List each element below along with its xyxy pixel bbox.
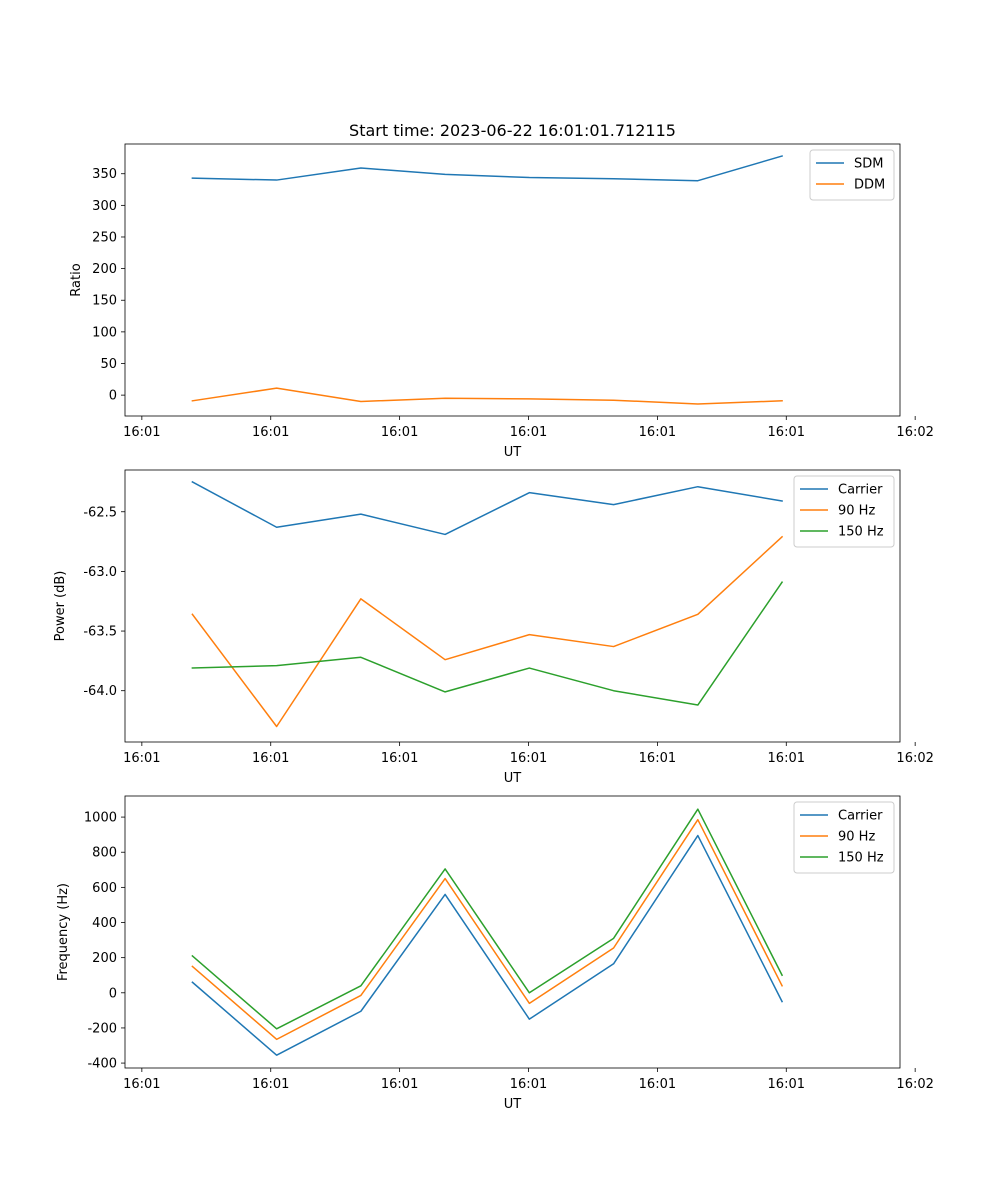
y-tick-label: 200 xyxy=(92,951,117,966)
legend-label-ddm: DDM xyxy=(854,178,885,193)
x-tick-label: 16:01 xyxy=(768,425,805,440)
x-tick-label: 16:01 xyxy=(381,1077,418,1092)
x-tick-label: 16:02 xyxy=(896,751,933,766)
legend: Carrier 90 Hz 150 Hz xyxy=(793,475,895,548)
legend: Carrier 90 Hz 150 Hz xyxy=(793,801,895,874)
x-axis-ticks: 16:01 16:01 16:01 16:01 16:01 16:01 16:02 xyxy=(123,416,934,440)
series-line-carrier xyxy=(191,834,784,1056)
y-axis-label: Power (dB) xyxy=(53,571,68,642)
series-group xyxy=(191,480,784,728)
y-tick-label: 100 xyxy=(92,325,117,340)
y-axis-ticks: 0 50 100 150 200 250 300 350 xyxy=(92,167,125,404)
legend-label-carrier: Carrier xyxy=(838,809,883,824)
x-tick-label: 16:01 xyxy=(768,751,805,766)
x-tick-label: 16:02 xyxy=(896,425,933,440)
legend-label-carrier: Carrier xyxy=(838,483,883,498)
legend-label-90-hz: 90 Hz xyxy=(838,504,875,519)
y-axis-ticks: -64.0 -63.5 -63.0 -62.5 xyxy=(83,505,125,699)
y-axis-ticks: -400 -200 0 200 400 600 800 1000 xyxy=(84,811,125,1072)
y-tick-label: 0 xyxy=(109,986,117,1001)
y-tick-label: 50 xyxy=(100,357,117,372)
x-axis-label: UT xyxy=(504,445,522,460)
x-axis-ticks: 16:01 16:01 16:01 16:01 16:01 16:01 16:02 xyxy=(123,1068,934,1092)
x-tick-label: 16:01 xyxy=(123,1077,160,1092)
legend-label-sdm: SDM xyxy=(854,157,883,172)
y-tick-label: -400 xyxy=(87,1057,117,1072)
series-group xyxy=(191,808,784,1056)
chart-title: Start time: 2023-06-22 16:01:01.712115 xyxy=(349,121,676,140)
y-tick-label: 400 xyxy=(92,916,117,931)
chart-panel-2: 16:01 16:01 16:01 16:01 16:01 16:01 16:02 -64.0… xyxy=(53,469,934,786)
axes-frame xyxy=(124,795,901,1069)
axes-frame xyxy=(124,469,901,743)
axes-frame xyxy=(124,143,901,417)
legend-box xyxy=(793,475,895,548)
x-tick-label: 16:01 xyxy=(510,425,547,440)
x-tick-label: 16:01 xyxy=(381,751,418,766)
x-tick-label: 16:01 xyxy=(252,1077,289,1092)
x-tick-label: 16:01 xyxy=(123,751,160,766)
y-tick-label: -63.0 xyxy=(83,565,117,580)
x-axis-ticks: 16:01 16:01 16:01 16:01 16:01 16:01 16:02 xyxy=(123,742,934,766)
y-tick-label: -63.5 xyxy=(83,625,117,640)
y-tick-label: -62.5 xyxy=(83,505,117,520)
x-tick-label: 16:01 xyxy=(252,751,289,766)
y-axis-label: Frequency (Hz) xyxy=(56,883,71,981)
chart-panel-3: 16:01 16:01 16:01 16:01 16:01 16:01 16:02-400-… xyxy=(56,795,934,1112)
x-tick-label: 16:01 xyxy=(123,425,160,440)
x-tick-label: 16:01 xyxy=(768,1077,805,1092)
x-tick-label: 16:01 xyxy=(381,425,418,440)
legend-label-150-hz: 150 Hz xyxy=(838,525,884,540)
panels: Start time: 2023-06-22 16:01:01.712115 16… xyxy=(53,121,934,1112)
chart-panel-1: Start time: 2023-06-22 16:01:01.712115 16… xyxy=(69,121,934,460)
x-axis-label: UT xyxy=(504,1097,522,1112)
y-tick-label: 250 xyxy=(92,230,117,245)
legend-label-150-hz: 150 Hz xyxy=(838,851,884,866)
series-line-sdm xyxy=(191,155,784,182)
x-tick-label: 16:01 xyxy=(639,1077,676,1092)
x-tick-label: 16:01 xyxy=(510,1077,547,1092)
y-tick-label: 200 xyxy=(92,262,117,277)
x-axis-label: UT xyxy=(504,771,522,786)
x-tick-label: 16:02 xyxy=(896,1077,933,1092)
y-tick-label: 150 xyxy=(92,294,117,309)
series-line-150-hz xyxy=(191,581,784,706)
series-line-90-hz xyxy=(191,535,784,728)
series-line-90-hz xyxy=(191,818,784,1041)
y-tick-label: 0 xyxy=(109,389,117,404)
legend-box xyxy=(793,801,895,874)
legend-label-90-hz: 90 Hz xyxy=(838,830,875,845)
y-tick-label: -64.0 xyxy=(83,684,117,699)
y-axis-label: Ratio xyxy=(69,263,84,296)
y-tick-label: 600 xyxy=(92,881,117,896)
y-tick-label: -200 xyxy=(87,1021,117,1036)
y-tick-label: 300 xyxy=(92,199,117,214)
x-tick-label: 16:01 xyxy=(639,425,676,440)
legend: SDM DDM xyxy=(809,149,895,201)
x-tick-label: 16:01 xyxy=(252,425,289,440)
x-tick-label: 16:01 xyxy=(639,751,676,766)
series-line-carrier xyxy=(191,480,783,536)
series-line-ddm xyxy=(191,387,783,405)
y-tick-label: 350 xyxy=(92,167,117,182)
x-tick-label: 16:01 xyxy=(510,751,547,766)
series-line-150-hz xyxy=(191,808,784,1030)
y-tick-label: 1000 xyxy=(84,811,117,826)
y-tick-label: 800 xyxy=(92,846,117,861)
series-group xyxy=(191,155,784,405)
